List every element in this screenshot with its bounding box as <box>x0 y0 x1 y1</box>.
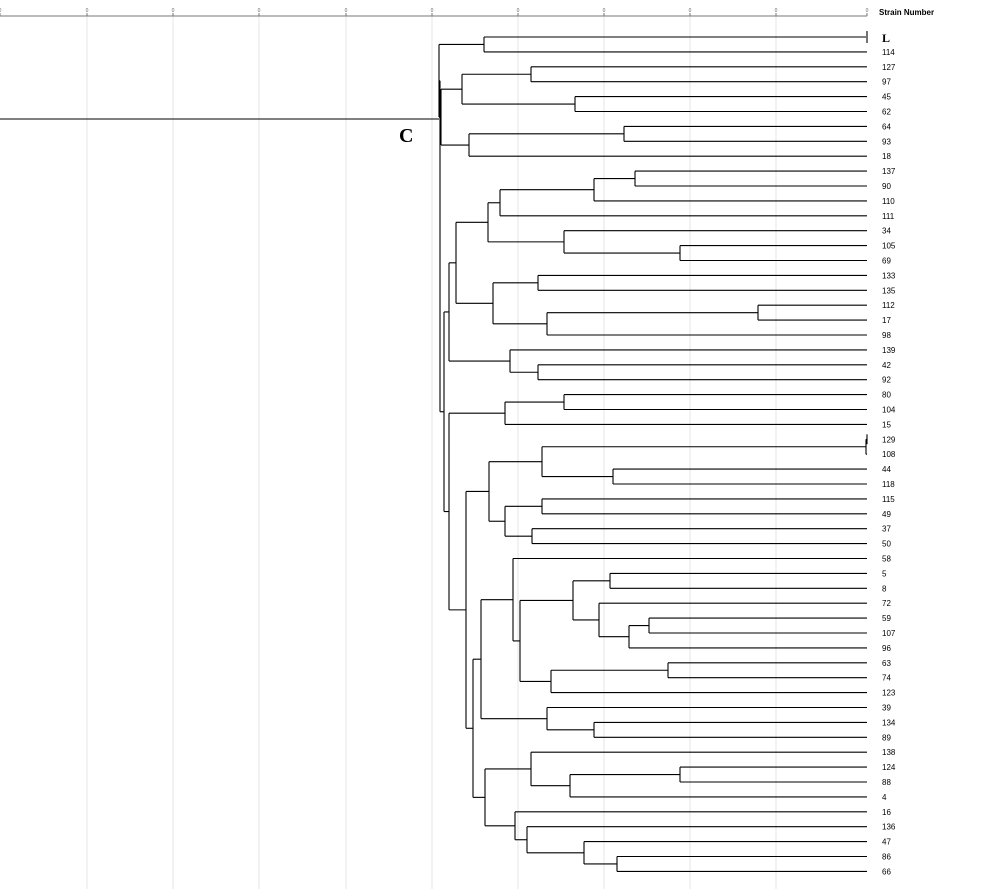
leaf-label: 110 <box>882 197 895 206</box>
leaf-label: 66 <box>882 867 891 876</box>
leaf-label: 62 <box>882 108 891 117</box>
leaf-label: 16 <box>882 808 891 817</box>
leaf-label: 74 <box>882 674 891 683</box>
leaf-label: 34 <box>882 227 891 236</box>
leaf-label: 111 <box>882 212 895 221</box>
leaf-label: 63 <box>882 659 891 668</box>
leaf-label: 59 <box>882 614 891 623</box>
leaf-label: 98 <box>882 331 891 340</box>
leaf-label: 39 <box>882 704 891 713</box>
scale-tick-label: 0 <box>603 8 606 14</box>
leaf-label: 135 <box>882 286 896 295</box>
leaf-label: 5 <box>882 569 887 578</box>
leaf-label: 105 <box>882 242 896 251</box>
leaf-label: 89 <box>882 733 891 742</box>
leaf-label: 49 <box>882 510 891 519</box>
leaf-label: 15 <box>882 420 891 429</box>
leaf-label: 86 <box>882 853 891 862</box>
leaf-label: 72 <box>882 599 891 608</box>
leaf-label: 4 <box>882 793 887 802</box>
leaf-label: 112 <box>882 301 895 310</box>
leaf-label: 124 <box>882 763 896 772</box>
leaf-label: 58 <box>882 555 891 564</box>
leaf-label: 123 <box>882 689 896 698</box>
scale-tick-label: 0 <box>86 8 89 14</box>
scale-tick-label: 0 <box>172 8 175 14</box>
leaf-label: 18 <box>882 152 891 161</box>
leaf-label: L <box>882 31 890 45</box>
leaf-label: 44 <box>882 465 891 474</box>
leaf-label: 114 <box>882 48 895 57</box>
leaf-label: 107 <box>882 629 896 638</box>
leaf-label: 80 <box>882 391 891 400</box>
leaf-label: 69 <box>882 257 891 266</box>
leaf-label: 139 <box>882 346 896 355</box>
leaf-label: 92 <box>882 376 891 385</box>
scale-tick-label: 0 <box>0 8 2 14</box>
tree-branches <box>0 31 868 872</box>
leaf-label: 42 <box>882 361 891 370</box>
leaf-labels: L114127974562649318137901101113410569133… <box>882 31 896 876</box>
leaf-label: 133 <box>882 271 896 280</box>
similarity-scale: 0 0 0 0 0 0 0 0 0 0 0 <box>0 8 869 17</box>
leaf-label: 115 <box>882 495 895 504</box>
leaf-label: 17 <box>882 316 891 325</box>
scale-tick-label: 0 <box>775 8 778 14</box>
scale-tick-label: 0 <box>866 8 869 14</box>
leaf-label: 108 <box>882 450 896 459</box>
strain-number-header: Strain Number <box>879 8 934 17</box>
leaf-label: 127 <box>882 63 896 72</box>
scale-tick-label: 0 <box>517 8 520 14</box>
leaf-label: 93 <box>882 137 891 146</box>
leaf-label: 134 <box>882 718 896 727</box>
leaf-label: 37 <box>882 525 891 534</box>
leaf-label: 64 <box>882 122 891 131</box>
grid-lines <box>86 16 777 889</box>
leaf-label: 90 <box>882 182 891 191</box>
leaf-label: 137 <box>882 167 896 176</box>
leaf-label: 104 <box>882 406 896 415</box>
scale-tick-label: 0 <box>258 8 261 14</box>
leaf-label: 8 <box>882 584 887 593</box>
scale-tick-label: 0 <box>345 8 348 14</box>
leaf-label: 50 <box>882 540 891 549</box>
leaf-label: 47 <box>882 838 891 847</box>
cluster-label-c: C <box>399 125 413 147</box>
leaf-label: 88 <box>882 778 891 787</box>
scale-tick-label: 0 <box>431 8 434 14</box>
leaf-label: 97 <box>882 78 891 87</box>
scale-tick-label: 0 <box>689 8 692 14</box>
leaf-label: 118 <box>882 480 895 489</box>
leaf-label: 138 <box>882 748 896 757</box>
leaf-label: 45 <box>882 93 891 102</box>
leaf-label: 96 <box>882 644 891 653</box>
leaf-label: 136 <box>882 823 896 832</box>
leaf-label: 129 <box>882 435 896 444</box>
